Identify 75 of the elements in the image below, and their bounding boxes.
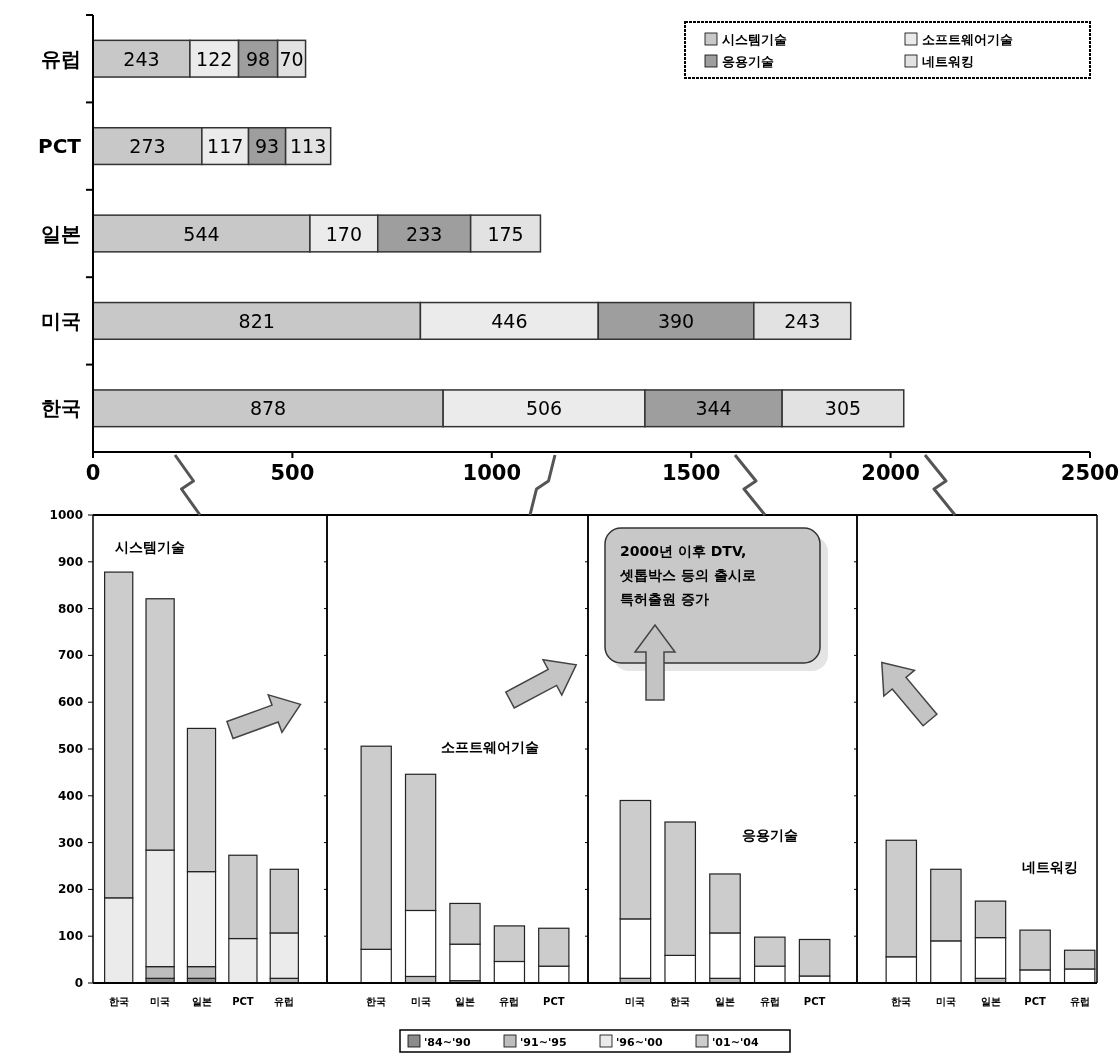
data-label: 113	[290, 135, 327, 158]
data-label: 446	[491, 309, 528, 332]
y-tick-label: 200	[57, 882, 83, 897]
text: 시스템기술	[115, 539, 185, 555]
annotation: 2000년 이후 DTV, 셋톱박스 등의 출시로 특허출원 증가	[619, 543, 756, 607]
data-label: 243	[123, 47, 160, 70]
y-tick-label: 0	[74, 976, 83, 990]
legend-label: 응용기술	[722, 54, 774, 69]
data-label: 98	[246, 47, 271, 70]
legend-label: 시스템기술	[722, 32, 787, 47]
x-tick-label: 유럽	[759, 996, 780, 1007]
x-tick-label: 미국	[410, 996, 431, 1007]
legend-label: 네트워킹	[922, 54, 974, 69]
data-label: 117	[207, 135, 244, 158]
text: 소프트웨어기술	[441, 739, 539, 755]
x-tick-label: 미국	[150, 996, 171, 1007]
x-tick-label: 500	[270, 461, 315, 485]
data-label: 390	[657, 309, 695, 332]
y-tick-label: 500	[57, 742, 83, 756]
data-label: 506	[525, 397, 563, 420]
legend-label: 소프트웨어기술	[922, 32, 1013, 47]
data-label: 122	[196, 47, 233, 70]
y-tick-label: 400	[57, 788, 83, 803]
x-tick-label: 일본	[715, 996, 735, 1007]
y-tick-label: PCT	[38, 134, 82, 159]
data-label: 821	[238, 309, 275, 332]
data-label: 544	[183, 222, 220, 245]
data-label: 305	[824, 397, 862, 420]
x-tick-label: 2500	[1060, 461, 1120, 485]
y-tick-label: 300	[57, 835, 83, 850]
data-label: 170	[325, 222, 362, 245]
legend-label: '84~'90	[424, 1035, 471, 1049]
x-tick-label: 일본	[191, 996, 212, 1007]
x-tick-label: 1000	[462, 461, 522, 485]
x-tick-label: 유럽	[274, 996, 295, 1007]
y-tick-label: 한국	[41, 396, 81, 421]
data-label: 233	[406, 222, 443, 245]
x-tick-label: 한국	[891, 996, 912, 1007]
x-tick-label: PCT	[543, 996, 565, 1007]
x-tick-label: 1500	[661, 461, 721, 485]
y-tick-label: 미국	[41, 308, 81, 333]
data-label: 175	[487, 222, 524, 245]
x-tick-label: 일본	[455, 996, 475, 1007]
data-label: 273	[129, 135, 166, 158]
x-tick-label: PCT	[232, 996, 254, 1007]
data-label: 70	[279, 47, 304, 70]
y-tick-label: 900	[57, 554, 83, 569]
text: 네트워킹	[1022, 859, 1078, 875]
x-tick-label: 미국	[935, 996, 956, 1007]
y-tick-label: 100	[57, 929, 83, 944]
x-tick-label: 일본	[980, 996, 1001, 1007]
legend-label: '01~'04	[712, 1035, 759, 1049]
y-tick-label: 800	[57, 601, 83, 616]
y-tick-label: 일본	[41, 221, 81, 246]
x-tick-label: 2000	[861, 461, 920, 485]
y-tick-label: 유럽	[41, 46, 81, 71]
x-tick-label: 한국	[366, 996, 387, 1007]
legend-label: '96~'00	[616, 1035, 663, 1049]
data-label: 243	[784, 309, 821, 332]
x-tick-label: 유럽	[1069, 996, 1090, 1007]
data-label: 878	[249, 397, 287, 420]
y-tick-label: 700	[57, 648, 83, 663]
x-tick-label: 한국	[108, 996, 129, 1007]
x-tick-label: 0	[85, 461, 101, 485]
legend-label: '91~'95	[520, 1035, 567, 1049]
x-tick-label: 미국	[625, 996, 646, 1007]
y-tick-label: 1000	[49, 508, 83, 522]
x-tick-label: PCT	[803, 996, 826, 1007]
x-tick-label: 유럽	[499, 996, 520, 1007]
x-tick-label: 한국	[670, 996, 691, 1007]
y-tick-label: 600	[57, 695, 83, 710]
x-tick-label: PCT	[1024, 996, 1047, 1007]
data-label: 344	[695, 397, 732, 420]
data-label: 93	[254, 135, 280, 158]
text: 응용기술	[742, 827, 798, 843]
